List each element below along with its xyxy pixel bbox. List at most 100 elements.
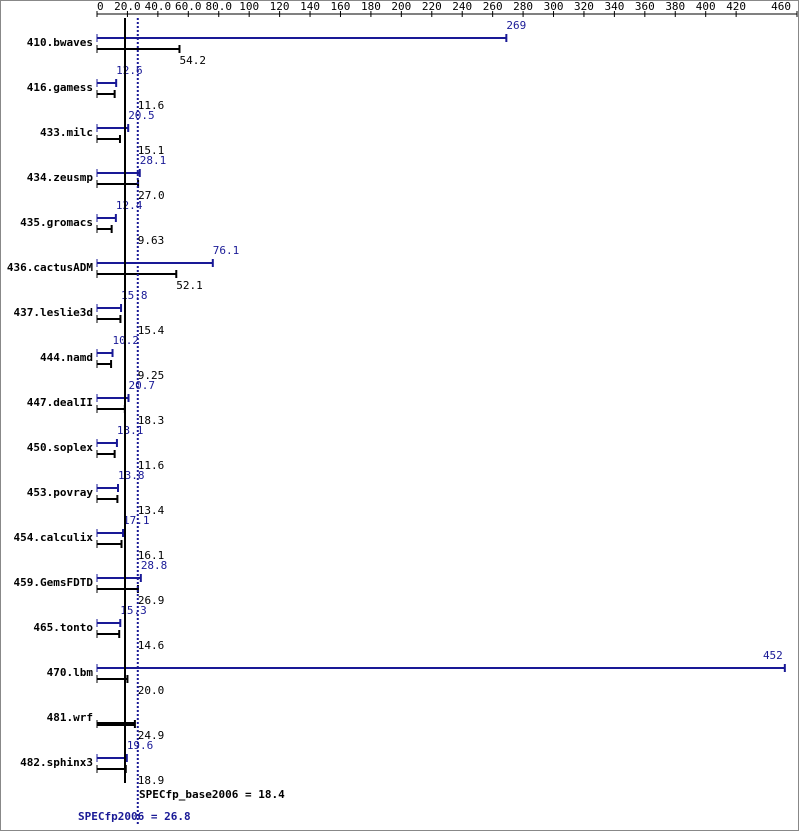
value-label: 18.9 [138, 774, 165, 787]
value-label: 15.3 [120, 604, 147, 617]
bar [97, 667, 785, 669]
bar [97, 453, 115, 455]
bar [97, 768, 126, 770]
value-label: 15.8 [121, 289, 148, 302]
bar [97, 498, 118, 500]
bar [97, 127, 129, 129]
value-label: 19.6 [127, 739, 153, 752]
value-label: 54.2 [179, 54, 206, 67]
bar [97, 577, 141, 579]
bar [97, 363, 112, 365]
value-label: 52.1 [176, 279, 203, 292]
value-label: 16.1 [138, 549, 165, 562]
x-tick-label: 220 [422, 0, 442, 13]
x-tick-label: 360 [635, 0, 655, 13]
x-tick-label: 460 [771, 0, 791, 13]
x-tick-label: 280 [513, 0, 533, 13]
category-label: 447.dealII [27, 396, 93, 409]
category-label: 453.povray [27, 486, 94, 499]
category-label: 459.GemsFDTD [14, 576, 94, 589]
category-label: 465.tonto [33, 621, 93, 634]
x-tick-label: 120 [270, 0, 290, 13]
value-label: 27.0 [138, 189, 165, 202]
value-label: 12.6 [116, 64, 143, 77]
bar [97, 138, 120, 140]
x-tick-label: 320 [574, 0, 594, 13]
category-label: 454.calculix [14, 531, 94, 544]
x-tick-label: 380 [665, 0, 685, 13]
bar [97, 408, 125, 410]
x-tick-label: 400 [696, 0, 716, 13]
value-label: 28.1 [140, 154, 167, 167]
bar [97, 172, 140, 174]
x-tick-label: 260 [483, 0, 503, 13]
value-label: 24.9 [138, 729, 165, 742]
bar [97, 397, 129, 399]
x-tick-label: 420 [726, 0, 746, 13]
x-tick-label: 20.0 [114, 0, 141, 13]
x-tick-label: 200 [391, 0, 411, 13]
value-label: 13.8 [118, 469, 145, 482]
peak-mean-label: SPECfp2006 = 26.8 [78, 810, 191, 823]
bar [97, 82, 117, 84]
value-label: 12.4 [116, 199, 143, 212]
bar [97, 273, 177, 275]
value-label: 17.1 [123, 514, 149, 527]
value-label: 26.9 [138, 594, 165, 607]
x-tick-label: 100 [239, 0, 259, 13]
bar [97, 262, 213, 264]
value-label: 76.1 [213, 244, 240, 257]
bar [97, 183, 139, 185]
value-label: 11.6 [138, 99, 165, 112]
category-label: 416.gamess [27, 81, 93, 94]
bar [97, 588, 138, 590]
bar [97, 543, 122, 545]
bar [97, 722, 135, 726]
x-tick-label: 160 [331, 0, 351, 13]
x-tick-label: 140 [300, 0, 320, 13]
category-label: 410.bwaves [27, 36, 93, 49]
category-label: 436.cactusADM [7, 261, 93, 274]
value-label: 20.5 [128, 109, 155, 122]
bar [97, 93, 115, 95]
category-label: 437.leslie3d [14, 306, 93, 319]
category-label: 433.milc [40, 126, 93, 139]
bar [97, 622, 121, 624]
bar [97, 532, 124, 534]
value-label: 20.7 [129, 379, 156, 392]
x-tick-label: 180 [361, 0, 381, 13]
x-tick-label: 40.0 [145, 0, 172, 13]
x-tick-label: 240 [452, 0, 472, 13]
bar [97, 37, 507, 39]
value-label: 20.0 [138, 684, 165, 697]
category-label: 435.gromacs [20, 216, 93, 229]
value-label: 9.25 [138, 369, 165, 382]
value-label: 15.1 [138, 144, 165, 157]
bar [97, 318, 121, 320]
value-label: 28.8 [141, 559, 168, 572]
bar [97, 48, 180, 50]
bar [97, 352, 113, 354]
value-label: 269 [506, 19, 526, 32]
bar [97, 633, 120, 635]
x-tick-label: 340 [604, 0, 624, 13]
bar [97, 307, 122, 309]
value-label: 452 [763, 649, 783, 662]
bar [97, 487, 118, 489]
category-label: 434.zeusmp [27, 171, 94, 184]
category-label: 481.wrf [47, 711, 93, 724]
bar [97, 678, 128, 680]
category-label: 482.sphinx3 [20, 756, 93, 769]
bar [97, 442, 117, 444]
x-tick-label: 80.0 [205, 0, 232, 13]
bar [97, 217, 116, 219]
category-label: 470.lbm [47, 666, 94, 679]
value-label: 13.1 [117, 424, 144, 437]
x-tick-label: 60.0 [175, 0, 202, 13]
bar [97, 757, 127, 759]
value-label: 15.4 [138, 324, 165, 337]
x-tick-label: 300 [544, 0, 564, 13]
